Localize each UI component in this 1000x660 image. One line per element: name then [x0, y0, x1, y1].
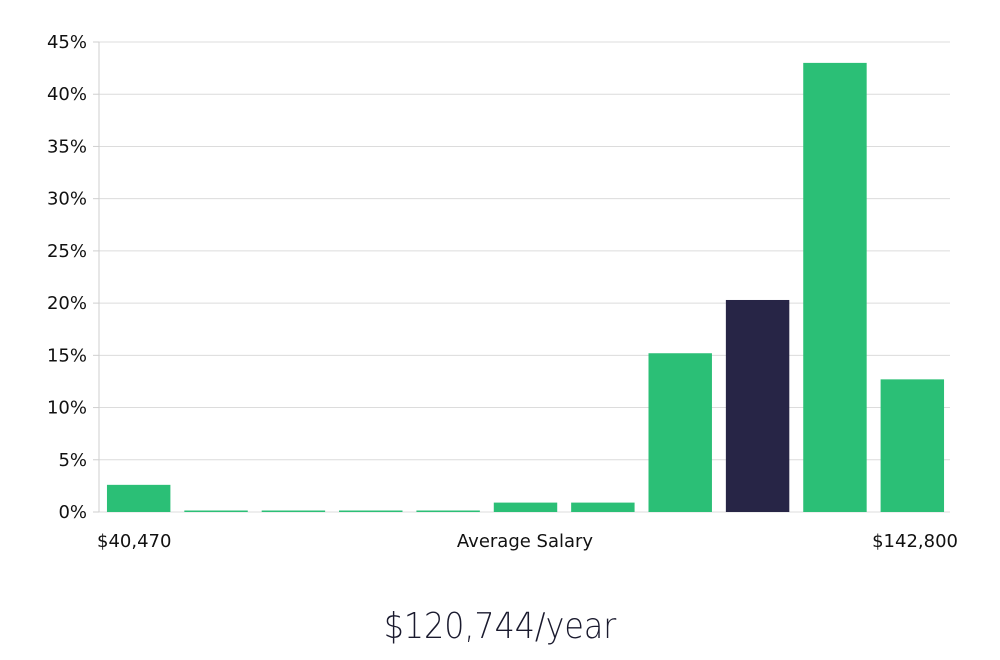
bar — [261, 510, 326, 512]
salary-histogram: 0% 5% 10% 15% 20% 25% 30% 35% 40% 45% $40,470 Ave… — [47, 32, 958, 552]
gridlines — [99, 41, 950, 513]
y-tick-label: 30% — [47, 189, 87, 210]
x-label-center: Average Salary — [457, 531, 594, 552]
average-salary-headline: $120,744/year — [383, 606, 617, 647]
bar — [880, 379, 945, 512]
y-tick-label: 20% — [47, 293, 87, 314]
y-tick-label: 40% — [47, 84, 87, 105]
y-tick-label: 0% — [58, 502, 87, 523]
bar — [571, 502, 635, 512]
y-tick-label: 10% — [47, 398, 87, 419]
bar-highlight — [725, 299, 790, 512]
bar — [803, 62, 867, 513]
y-tick-label: 15% — [47, 345, 87, 366]
bar — [493, 502, 558, 512]
bar — [648, 353, 712, 512]
bar — [416, 510, 480, 512]
x-label-min: $40,470 — [97, 531, 171, 552]
y-axis-ticks: 0% 5% 10% 15% 20% 25% 30% 35% 40% 45% — [47, 32, 99, 523]
y-tick-label: 25% — [47, 241, 87, 262]
bar — [106, 484, 171, 512]
bars — [106, 62, 945, 513]
y-tick-label: 35% — [47, 136, 87, 157]
y-tick-label: 45% — [47, 32, 87, 53]
bar — [339, 510, 403, 512]
x-label-max: $142,800 — [872, 531, 958, 552]
bar — [184, 510, 248, 512]
y-tick-label: 5% — [58, 450, 87, 471]
